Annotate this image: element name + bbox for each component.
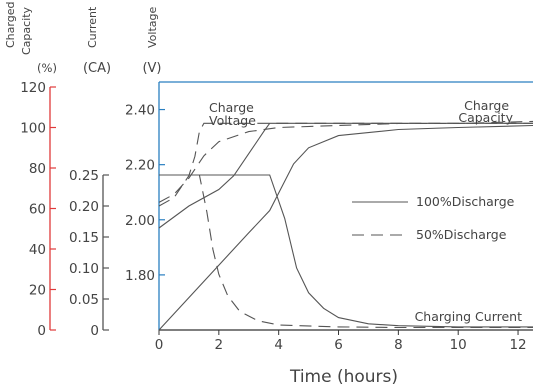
voltage-tick-label: 2.00	[125, 213, 155, 229]
current-tick-label: 0.25	[69, 168, 99, 184]
capacity-tick-label: 120	[20, 80, 46, 96]
capacity-tick-label: 100	[20, 121, 46, 137]
legend: 100%Discharge 50%Discharge	[352, 194, 515, 242]
current-tick-label: 0	[90, 323, 99, 339]
x-tick-label: 2	[215, 337, 224, 353]
charge-capacity-50-discharge-line	[158, 120, 534, 203]
capacity-axis-title-line: Charged	[4, 2, 17, 48]
annotation-charge-voltage: Charge Voltage	[209, 100, 258, 128]
capacity-tick-label: 20	[29, 283, 46, 299]
legend-label-50-discharge: 50%Discharge	[416, 227, 507, 242]
x-axis-title: Time (hours)	[289, 367, 398, 387]
current-axis-unit: (CA)	[83, 61, 111, 76]
legend-label-100-discharge: 100%Discharge	[416, 194, 515, 209]
annotation-charge-capacity-line-1: Charge	[464, 98, 509, 113]
x-tick-label: 8	[394, 337, 403, 353]
capacity-tick-label: 40	[29, 242, 46, 258]
capacity-tick-label: 60	[29, 202, 46, 218]
annotation-charge-voltage-line-1: Charge	[209, 100, 254, 115]
charging-current-100-discharge-line	[159, 174, 533, 328]
annotation-charging-current: Charging Current	[415, 309, 523, 324]
capacity-axis-unit: (%)	[37, 61, 57, 75]
capacity-tick-label: 0	[37, 323, 46, 339]
voltage-tick-label: 1.80	[125, 268, 155, 284]
charge-voltage-50-discharge-line	[158, 122, 533, 207]
voltage-axis-unit: (V)	[142, 61, 161, 76]
current-tick-label: 0.10	[69, 261, 99, 277]
current-tick-label: 0.15	[69, 230, 99, 246]
charge-capacity-100-discharge-line	[158, 124, 534, 331]
voltage-axis-title: Voltage	[146, 7, 159, 48]
capacity-tick-label: 80	[29, 161, 46, 177]
voltage-tick-label: 2.40	[125, 103, 155, 119]
x-tick-label: 0	[155, 337, 164, 353]
current-axis-title: Current	[86, 6, 99, 48]
current-tick-label: 0.20	[69, 199, 99, 215]
annotation-charge-voltage-line-2: Voltage	[209, 113, 256, 128]
x-tick-label: 12	[509, 337, 526, 353]
voltage-tick-label: 2.20	[125, 158, 155, 174]
x-tick-label: 6	[334, 337, 343, 353]
annotation-charge-capacity-line-2: Capacity	[458, 110, 513, 125]
current-tick-label: 0.05	[69, 292, 99, 308]
charge-voltage-100-discharge-line	[158, 122, 533, 229]
annotation-charge-capacity: Charge Capacity	[458, 98, 513, 125]
capacity-axis-title-line: Capacity	[20, 6, 33, 55]
charging-current-50-discharge-line	[159, 174, 533, 329]
x-tick-label: 10	[450, 337, 467, 353]
x-tick-label: 4	[274, 337, 283, 353]
